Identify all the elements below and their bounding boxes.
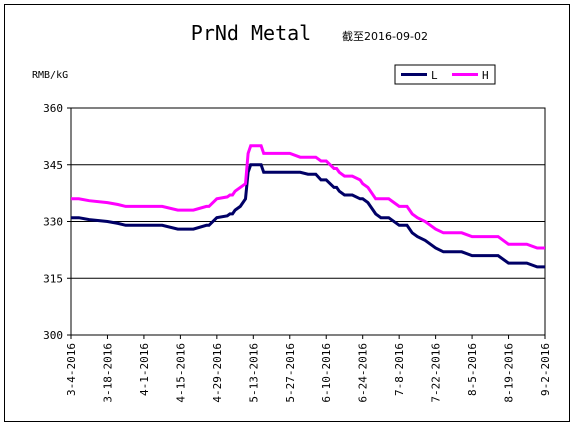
y-tick-label: 360 bbox=[43, 102, 63, 115]
chart-subtitle: 截至2016-09-02 bbox=[342, 29, 428, 43]
x-tick-label: 7-8-2016 bbox=[393, 343, 406, 396]
y-tick-label: 345 bbox=[43, 159, 63, 172]
legend-label-H: H bbox=[482, 69, 489, 82]
x-tick-label: 6-24-2016 bbox=[357, 343, 370, 403]
x-tick-label: 3-18-2016 bbox=[101, 343, 114, 403]
x-tick-label: 5-13-2016 bbox=[247, 343, 260, 403]
x-tick-label: 4-1-2016 bbox=[138, 343, 151, 396]
legend: L H bbox=[394, 64, 496, 85]
legend-label-L: L bbox=[431, 69, 438, 82]
x-tick-label: 4-29-2016 bbox=[211, 343, 224, 403]
legend-box bbox=[394, 64, 496, 85]
x-tick-label: 4-15-2016 bbox=[174, 343, 187, 403]
x-tick-label: 3-4-2016 bbox=[65, 343, 78, 396]
y-tick-label: 330 bbox=[43, 216, 63, 229]
y-tick-label: 300 bbox=[43, 329, 63, 342]
series-line-H bbox=[71, 144, 545, 250]
y-tick-label: 315 bbox=[43, 272, 63, 285]
chart: PrNd Metal 截至2016-09-02 RMB/kG L H 300 31… bbox=[32, 21, 552, 403]
x-tick-label: 6-10-2016 bbox=[320, 343, 333, 403]
plot-area: 300 315 330 345 360 3-4-2016 3-18-2016 4-1-2016… bbox=[43, 102, 552, 403]
x-tick-label: 5-27-2016 bbox=[284, 343, 297, 403]
x-tick-label: 8-19-2016 bbox=[503, 343, 516, 403]
y-axis-unit-label: RMB/kG bbox=[32, 70, 68, 81]
chart-title: PrNd Metal bbox=[191, 21, 311, 45]
x-tick-label: 9-2-2016 bbox=[539, 343, 552, 396]
chart-frame: PrNd Metal 截至2016-09-02 RMB/kG L H 300 31… bbox=[4, 4, 570, 422]
series-line-L bbox=[71, 163, 545, 269]
x-tick-label: 7-22-2016 bbox=[430, 343, 443, 403]
x-tick-label: 8-5-2016 bbox=[466, 343, 479, 396]
